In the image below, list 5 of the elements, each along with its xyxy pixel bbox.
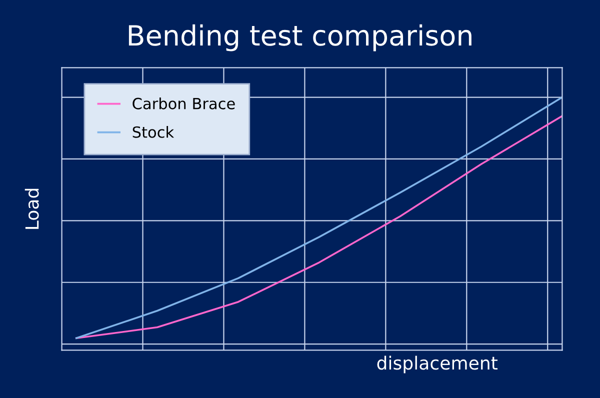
y-axis-title: Load bbox=[24, 188, 39, 229]
legend-label: Stock bbox=[132, 126, 174, 138]
chart-title: Bending test comparison bbox=[128, 24, 472, 52]
legend-label: Carbon Brace bbox=[132, 98, 235, 110]
x-axis-title: displacement bbox=[377, 356, 498, 374]
